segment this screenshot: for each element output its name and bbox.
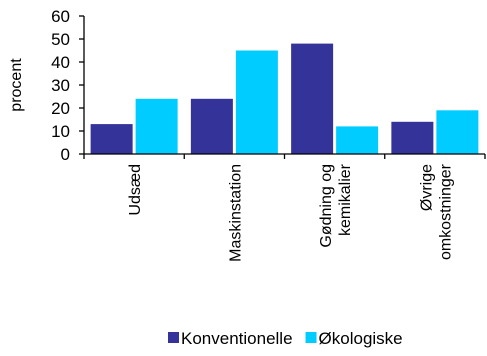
y-tick-label: 0 [61,145,70,164]
category-label: Udsæd [127,164,144,216]
bar-series2 [235,50,278,154]
category-label-line: Maskinstation [227,164,244,262]
legend-swatch [305,332,317,343]
bar-series2 [436,110,479,154]
category-label: Gødning og kemikalier [318,163,354,247]
category-labels-group: Udsæd Maskinstation Gødning og kemikalier Øv… [127,163,454,262]
legend-label: Økologiske [319,329,403,348]
category-label-line: Gødning og [318,164,335,248]
y-tick-label: 30 [51,76,70,95]
bars-group [90,43,479,154]
y-tick-label: 20 [51,99,70,118]
y-tick-label: 50 [51,30,70,49]
y-axis-label: procent [8,58,25,112]
y-tick-label: 60 [51,7,70,26]
bar-series1 [190,98,233,154]
category-label-line: Udsæd [127,164,144,216]
y-tick-label: 10 [51,122,70,141]
category-label-line: omkostninger [437,163,454,260]
y-tick-label: 40 [51,53,70,72]
category-label: Maskinstation [227,164,244,262]
bar-series1 [391,121,434,154]
category-label-line: kemikalier [337,163,354,236]
y-ticks-group: 0 10 20 30 40 50 60 [51,7,84,164]
legend-swatch [168,332,179,343]
x-ticks-group [83,154,486,159]
legend-label: Konventionelle [181,329,293,348]
bar-series2 [336,126,379,154]
category-label: Øvrige omkostninger [418,163,454,260]
category-label-line: Øvrige [418,164,435,211]
bar-series2 [135,98,178,154]
legend: Konventionelle Økologiske [168,329,403,348]
bar-series1 [90,124,133,154]
bar-series1 [291,43,334,154]
